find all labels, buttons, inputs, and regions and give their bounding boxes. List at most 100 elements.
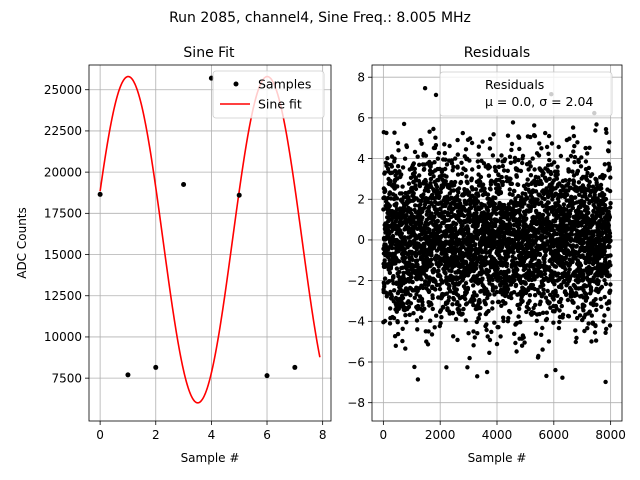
residual-point: [444, 231, 449, 236]
residual-point: [388, 306, 393, 311]
residual-point: [492, 201, 497, 207]
residual-point: [513, 340, 518, 346]
residual-point: [455, 165, 460, 170]
residual-point: [466, 331, 471, 336]
residual-point: [460, 311, 465, 316]
residual-point: [547, 300, 552, 305]
residual-point: [525, 177, 530, 182]
residual-point: [478, 305, 483, 311]
residual-point: [463, 167, 468, 173]
legend-samples-label: Samples: [258, 77, 311, 92]
sample-point: [153, 364, 159, 370]
residual-point: [465, 287, 471, 292]
residual-point: [587, 193, 593, 198]
residual-point: [389, 164, 395, 169]
residual-point: [541, 287, 546, 292]
residual-point: [514, 349, 519, 354]
residual-point: [425, 342, 431, 347]
residual-point: [532, 293, 538, 298]
residual-point: [567, 177, 572, 183]
residual-point: [587, 145, 592, 150]
residual-point: [509, 147, 514, 153]
residual-point: [522, 340, 527, 345]
residuals-xlabel: Sample #: [468, 451, 527, 465]
residual-point: [467, 136, 473, 141]
residual-point: [541, 291, 546, 296]
residual-point: [434, 313, 439, 318]
residual-point: [577, 192, 582, 197]
residuals-ytick-label: 4: [357, 152, 365, 166]
residuals-xtick-label: 2000: [425, 428, 456, 442]
residual-point: [438, 206, 443, 211]
sine-fit-curve: [99, 75, 321, 404]
residual-point: [430, 306, 435, 312]
residual-point: [392, 130, 397, 135]
residual-point: [495, 158, 501, 163]
residual-point: [510, 192, 515, 197]
residual-point: [427, 129, 432, 134]
residual-point: [406, 304, 412, 310]
residual-point: [412, 166, 417, 172]
residual-point: [603, 379, 608, 385]
residual-point: [461, 213, 467, 219]
residual-point: [543, 130, 548, 136]
residual-point: [438, 274, 443, 279]
residual-point: [470, 186, 475, 191]
residuals-xtick-label: 8000: [595, 428, 626, 442]
residual-point: [493, 285, 498, 290]
residual-point: [444, 174, 449, 179]
residual-point: [578, 164, 584, 169]
residual-point: [411, 161, 416, 166]
residual-point: [431, 267, 437, 272]
residual-point: [451, 297, 457, 302]
residual-point: [428, 318, 433, 323]
residual-point: [388, 178, 393, 184]
residual-point: [475, 374, 480, 379]
residual-point: [458, 201, 463, 206]
residual-point: [600, 211, 606, 216]
residual-point: [523, 191, 528, 197]
residual-point: [494, 289, 499, 295]
residual-point: [558, 153, 564, 159]
residual-point: [528, 134, 533, 140]
residual-point: [537, 311, 542, 317]
residual-point: [542, 260, 547, 265]
residual-point: [400, 295, 406, 301]
residual-point: [413, 186, 419, 192]
residual-point: [417, 183, 423, 189]
sine-fit-xtick-label: 4: [208, 428, 216, 442]
residual-point: [413, 203, 418, 208]
residual-point: [414, 258, 420, 263]
residual-point: [412, 364, 417, 370]
residual-point: [588, 285, 594, 290]
residual-point: [505, 168, 510, 173]
residual-point: [569, 232, 575, 237]
residual-point: [488, 136, 493, 142]
residual-point: [597, 204, 602, 209]
residual-point: [582, 199, 587, 205]
residual-point: [495, 266, 500, 271]
residual-point: [412, 295, 417, 300]
residual-point: [383, 290, 389, 295]
residual-point: [505, 254, 511, 259]
residual-point: [450, 302, 455, 307]
residual-point: [442, 151, 447, 156]
residual-point: [470, 239, 476, 244]
residual-point: [429, 253, 434, 258]
residual-point: [545, 288, 550, 294]
residual-point: [406, 195, 411, 200]
residual-point: [423, 179, 428, 184]
sine-fit-ticks: 0 2 4 6 8 7500 10000 12500 15000 17500 20000 22500 2…: [44, 83, 327, 442]
residual-point: [428, 181, 433, 186]
residual-point: [512, 331, 517, 336]
residual-point: [475, 331, 480, 336]
residual-point: [455, 337, 460, 343]
residual-point: [479, 254, 484, 260]
residual-point: [536, 353, 541, 359]
residual-point: [535, 197, 540, 202]
residual-point: [575, 305, 581, 310]
residual-point: [418, 202, 423, 207]
residual-point: [390, 233, 396, 239]
residual-point: [564, 292, 569, 297]
residual-point: [560, 375, 565, 380]
